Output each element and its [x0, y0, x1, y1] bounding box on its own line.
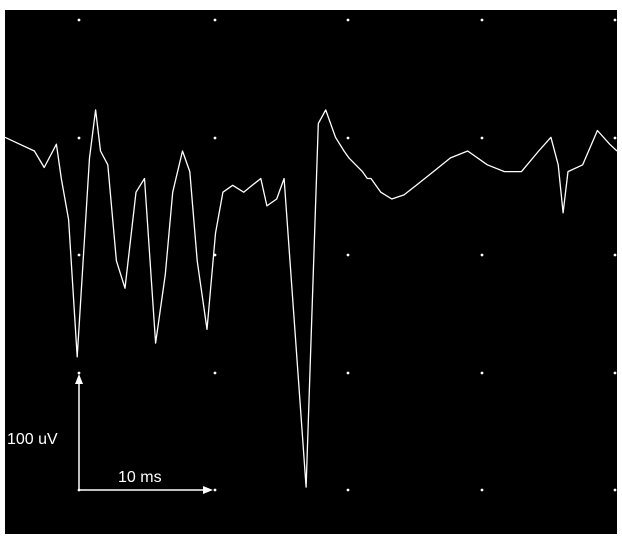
plot-background: [5, 10, 617, 534]
grid-dot: [480, 253, 484, 257]
grid-dot: [613, 18, 617, 22]
grid-dot: [346, 18, 350, 22]
scale-bar-horizontal-label: 10 ms: [118, 469, 162, 486]
grid-dot: [346, 488, 350, 492]
grid-dot: [346, 253, 350, 257]
grid-dot: [213, 18, 217, 22]
waveform-plot: 100 uV 10 ms: [5, 10, 617, 534]
grid-dot: [346, 136, 350, 140]
grid-dot: [480, 136, 484, 140]
scale-bar-horizontal-arrowhead: [203, 486, 213, 494]
grid-dot: [480, 488, 484, 492]
scale-bar: 100 uV 10 ms: [7, 374, 213, 494]
grid-dot: [77, 136, 81, 140]
grid-dot: [213, 488, 217, 492]
grid-dot: [613, 371, 617, 375]
grid-dot: [480, 18, 484, 22]
grid-dot: [346, 371, 350, 375]
grid-dot: [613, 253, 617, 257]
grid-dot: [480, 371, 484, 375]
grid-dot: [213, 136, 217, 140]
scale-bar-vertical-label: 100 uV: [7, 431, 58, 448]
signal-trace: [5, 109, 617, 488]
grid-dot: [613, 136, 617, 140]
grid-dot: [77, 18, 81, 22]
grid-dot: [77, 371, 81, 375]
grid-dot: [213, 253, 217, 257]
grid-dots: [77, 18, 617, 492]
grid-dot: [613, 488, 617, 492]
grid-dot: [213, 371, 217, 375]
grid-dot: [77, 253, 81, 257]
scale-bar-vertical-arrowhead: [75, 374, 83, 384]
